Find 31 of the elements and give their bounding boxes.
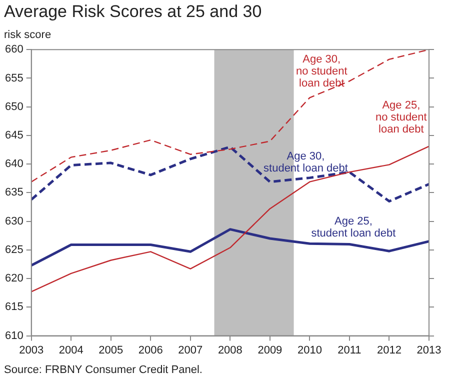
x-tick-label: 2004 xyxy=(58,344,84,356)
x-tick-label: 2011 xyxy=(338,344,362,356)
y-tick-label: 645 xyxy=(4,129,24,142)
y-tick-label: 615 xyxy=(4,301,24,314)
x-tick-label: 2012 xyxy=(376,344,402,356)
series-label: Age 25, student loan debt xyxy=(311,216,396,240)
y-tick-label: 655 xyxy=(4,72,24,84)
line-series xyxy=(31,50,429,182)
x-tick-label: 2003 xyxy=(19,344,44,356)
x-tick-label: 2013 xyxy=(416,344,442,356)
y-tick-label: 635 xyxy=(4,186,24,199)
y-tick-label: 620 xyxy=(4,272,24,285)
y-axis-title: risk score xyxy=(4,29,52,41)
series-label: Age 30, student loan debt xyxy=(264,150,348,174)
x-tick-label: 2005 xyxy=(98,344,124,356)
x-tick-label: 2009 xyxy=(258,344,282,356)
y-tick-label: 660 xyxy=(4,44,24,56)
y-tick-label: 650 xyxy=(4,100,24,113)
series-label: Age 30, no student loan debt xyxy=(296,54,348,90)
x-tick-label: 2008 xyxy=(218,344,242,356)
x-tick-label: 2010 xyxy=(297,344,322,356)
x-tick-label: 2006 xyxy=(138,344,163,356)
source-note: Source: FRBNY Consumer Credit Panel. xyxy=(4,364,202,376)
line-series xyxy=(31,146,429,203)
y-tick-label: 630 xyxy=(4,215,24,228)
y-tick-label: 625 xyxy=(4,244,24,256)
x-tick-label: 2007 xyxy=(178,344,203,356)
chart-title: Average Risk Scores at 25 and 30 xyxy=(4,2,262,22)
y-tick-label: 610 xyxy=(4,330,24,342)
series-label: Age 25, no student loan debt xyxy=(375,100,427,136)
y-tick-label: 640 xyxy=(4,158,24,170)
